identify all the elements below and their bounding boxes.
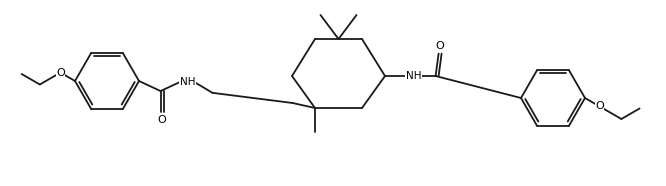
Text: O: O — [56, 68, 65, 78]
Text: O: O — [157, 115, 166, 125]
Text: O: O — [435, 41, 444, 51]
Text: NH: NH — [406, 71, 422, 81]
Text: NH: NH — [180, 77, 195, 87]
Text: O: O — [595, 101, 604, 111]
